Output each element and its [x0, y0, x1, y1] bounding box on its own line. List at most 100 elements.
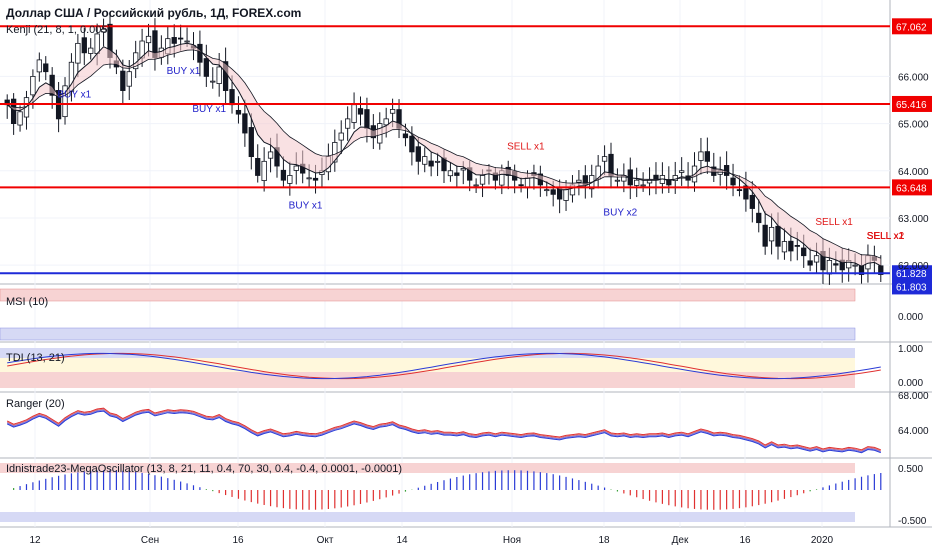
horizontal-levels[interactable]: 67.062 65.416 63.648 61.828 61.803	[0, 18, 932, 295]
candle-body	[813, 255, 820, 263]
time-tick-label-3: Окт	[317, 535, 334, 546]
candle-body	[126, 71, 132, 87]
grid-lines	[0, 0, 932, 528]
indicator-panels	[0, 288, 856, 522]
candle-body	[17, 111, 23, 126]
candle-body	[293, 165, 299, 171]
candle-body	[30, 76, 36, 96]
candle-body	[736, 189, 743, 192]
ranger-line-2	[6, 409, 881, 453]
candle-body	[563, 189, 569, 201]
msi-oversold-band	[0, 327, 856, 341]
panel-label-msi: MSI (10)	[6, 296, 49, 308]
level-tag-label-1: 65.416	[896, 100, 927, 111]
time-tick-label-9: 2020	[811, 535, 834, 546]
candle-body	[768, 226, 775, 242]
price-tick-label: 64.000	[898, 167, 929, 178]
candle-body	[454, 172, 460, 176]
candle-body	[229, 89, 235, 106]
candle-body	[788, 240, 794, 252]
candle-body	[345, 118, 351, 129]
candle-body	[383, 118, 389, 126]
time-tick-label-1: Сен	[141, 535, 159, 546]
candle-body	[756, 212, 762, 224]
candle-body	[524, 177, 531, 189]
signal-label-6: SELL x1	[815, 217, 853, 228]
last-price-tag-label: 61.803	[896, 282, 927, 293]
candle-body	[447, 170, 454, 177]
signal-label-2: BUY x1	[192, 104, 226, 115]
candle-body	[826, 260, 833, 275]
candle-body	[351, 104, 357, 123]
price-tick-label: 63.000	[898, 214, 929, 225]
candle-body	[807, 260, 813, 266]
tdi-red-line	[7, 352, 881, 380]
ranger-line-0	[6, 407, 881, 451]
candle-body	[10, 98, 17, 124]
candle-body	[775, 225, 781, 247]
msi-overbought-band	[0, 288, 856, 302]
candle-body	[479, 175, 486, 185]
signal-label-11: SELL x1	[867, 231, 905, 242]
candle-body	[177, 37, 184, 40]
candle-body	[171, 37, 177, 44]
candle-body	[762, 224, 768, 247]
candle-body	[94, 33, 100, 55]
signal-label-7: SELL x2	[867, 231, 905, 242]
candle-body	[306, 177, 312, 180]
candle-body	[409, 135, 415, 153]
candle-body	[88, 47, 94, 54]
ribbon-fill	[7, 43, 881, 267]
candle-body	[75, 42, 81, 64]
candle-body	[852, 264, 858, 267]
time-axis[interactable]: 12 Сен 16 Окт 14 Ноя 18 Дек 16 2020	[29, 535, 833, 546]
candle-body	[145, 35, 152, 44]
panel-label-tdi: TDI (13, 21)	[6, 352, 65, 364]
signal-label-12: SELL x1	[867, 231, 905, 242]
level-tag-label-0: 67.062	[896, 22, 927, 33]
time-tick-label-5: Ноя	[503, 535, 521, 546]
signal-label-0: BUY x1	[57, 90, 91, 101]
osc-bottom-band	[0, 512, 855, 522]
candle-body	[216, 66, 222, 84]
candle-body	[698, 151, 704, 161]
price-axis[interactable]: 66.000 65.000 64.000 63.000 62.000 0.000 1.000…	[898, 72, 929, 527]
level-tag-label-2: 63.648	[896, 183, 927, 194]
tdi-blue-line	[7, 352, 881, 380]
panel-tick-label-4: 64.000	[898, 426, 929, 437]
signal-label-3: BUY x1	[289, 201, 323, 212]
level-tag-bg-3	[892, 265, 932, 282]
price-tick-label: 65.000	[898, 120, 929, 131]
candle-body	[280, 169, 287, 181]
candle-body	[749, 194, 755, 209]
candle-body	[43, 63, 49, 73]
candle-body	[801, 247, 807, 257]
candle-body	[434, 160, 441, 163]
time-tick-label-0: 12	[29, 535, 41, 546]
candle-body	[242, 113, 248, 134]
candle-body	[120, 70, 126, 91]
ribbon-slow-line	[7, 49, 881, 259]
candle-body	[36, 59, 42, 73]
time-tick-label-6: 18	[598, 535, 610, 546]
candle-body	[184, 40, 190, 43]
price-tick-label: 62.000	[898, 261, 929, 272]
indicator-label: Kenji (21, 8, 1, 0.005)	[6, 24, 112, 36]
level-tag-bg-2	[892, 179, 932, 196]
candle-body	[460, 168, 466, 171]
candle-body	[730, 177, 736, 186]
candle-body	[267, 151, 274, 159]
ranger-line-1	[6, 408, 881, 452]
candle-body	[601, 156, 608, 162]
candle-body	[248, 127, 254, 158]
candle-body	[415, 146, 421, 162]
panel-label-oscillator: Idnistrade23-MegaOscillator (13, 8, 21, …	[6, 463, 403, 475]
signal-label-10: SELL x1	[867, 231, 905, 242]
level-tag-bg-0	[892, 18, 932, 35]
candle-body	[679, 170, 685, 173]
tdi-top-band	[0, 348, 855, 358]
candle-body	[576, 179, 582, 183]
last-price-tag-bg	[892, 278, 932, 295]
